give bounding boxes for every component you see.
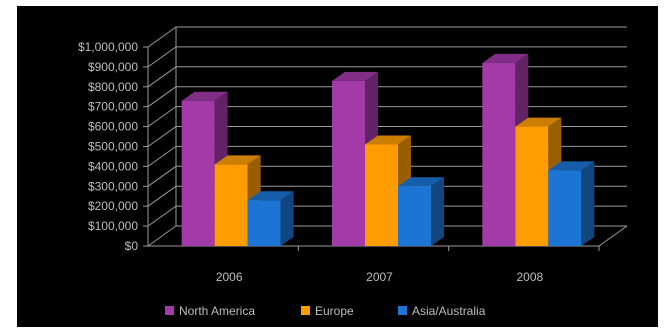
gridline-depth [147,185,177,207]
bar-front-face [247,200,281,246]
x-axis-category-labels: 2006 2007 2008 [216,270,544,284]
bar-front-face [482,62,516,246]
gridline-depth [147,86,177,108]
bar-front-face [181,100,215,246]
bar-top-face [181,91,228,101]
y-tick-label: $700,000 [88,100,138,114]
y-tick-label: $500,000 [88,140,138,154]
bar-top-face [548,161,595,171]
legend-label: Europe [315,304,354,318]
x-category-label: 2006 [216,270,243,284]
y-tick-label: $100,000 [88,219,138,233]
bar-top-face [247,191,294,201]
bar-top-face [214,155,261,165]
bar-europe-2008 [515,117,562,246]
legend-swatch [301,306,310,315]
y-tick-label: $300,000 [88,179,138,193]
bar-side-face [581,161,595,246]
gridline-depth [147,225,177,247]
bar-side-face [280,191,294,246]
legend-label: Asia/Australia [412,304,486,318]
y-tick-label: $0 [125,239,139,253]
y-tick-label: $1,000,000 [78,40,138,54]
gridline-depth [147,46,177,68]
bar-front-face [214,164,248,246]
bar-top-face [365,135,411,145]
gridline-depth [147,165,177,187]
bar-top-face [332,71,378,81]
bar-top-face [515,117,562,127]
gridline-depth [147,126,177,147]
legend-swatch [165,306,174,315]
legend-item: Europe [301,304,354,318]
y-axis-tick-labels: $0 $100,000 $200,000 $300,000 $400,000 $500,0… [78,40,138,253]
legend-swatch [398,306,407,315]
bar-asia-australia-2006 [247,191,294,246]
y-tick-label: $900,000 [88,60,138,74]
bar-front-face [398,186,431,246]
y-tick-label: $200,000 [88,199,138,213]
bars [181,53,595,246]
bar-side-face [431,177,444,246]
y-tick-label: $800,000 [88,80,138,94]
chart-area: $0 $100,000 $200,000 $300,000 $400,000 $500,0… [17,6,658,327]
gridline-depth [147,145,177,167]
bar-top-face [482,53,529,63]
bar-front-face [332,80,365,246]
legend: North America Europe Asia/Australia [165,304,486,318]
y-tick-label: $600,000 [88,120,138,134]
bar-front-face [548,170,582,246]
floor-right-edge [598,225,628,247]
bar-asia-australia-2008 [548,161,595,246]
y-tick-label: $400,000 [88,159,138,173]
legend-item: North America [165,304,255,318]
legend-label: North America [179,304,255,318]
gridline-depth [147,66,177,88]
bar-chart: $0 $100,000 $200,000 $300,000 $400,000 $500,0… [78,26,628,318]
gridline-depth [147,205,177,227]
gridline-depth [147,106,177,128]
bar-asia-australia-2007 [398,177,444,246]
gridline-depth [147,26,177,48]
x-category-label: 2008 [516,270,543,284]
bar-front-face [515,126,549,246]
x-category-label: 2007 [366,270,393,284]
legend-item: Asia/Australia [398,304,486,318]
bar-top-face [398,177,444,187]
bar-front-face [365,144,398,246]
